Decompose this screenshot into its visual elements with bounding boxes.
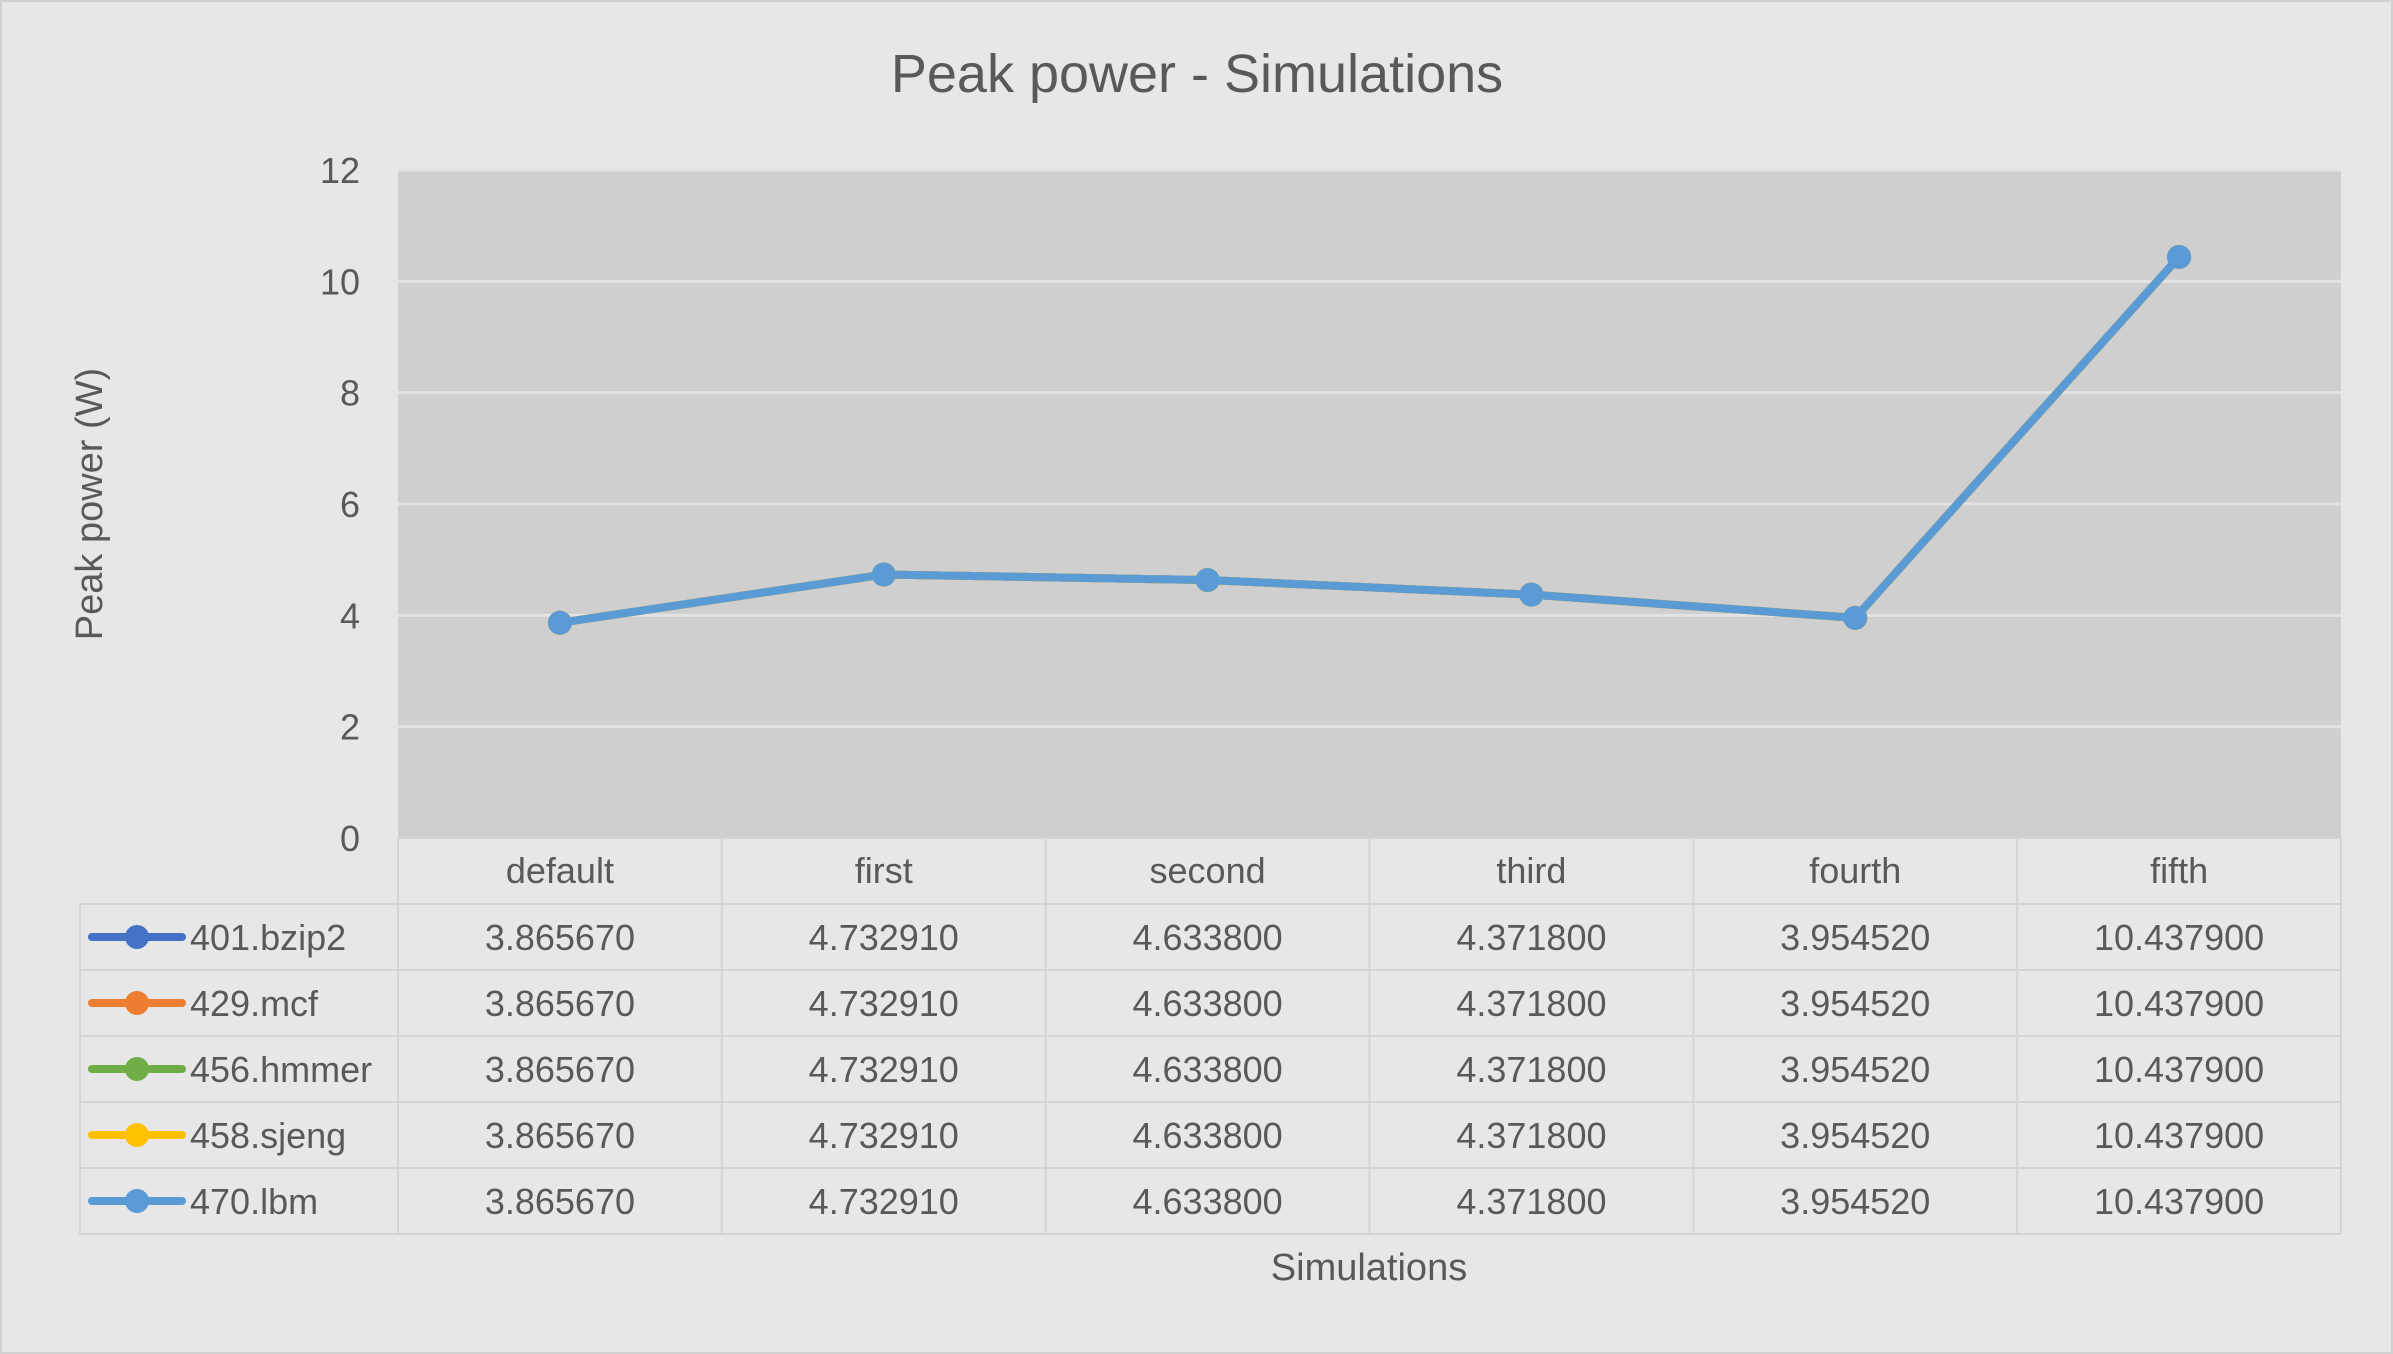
legend-swatch-marker [125, 925, 149, 949]
y-tick-label: 8 [340, 373, 360, 414]
data-point [1519, 582, 1544, 607]
data-table-cell: 4.633800 [1133, 1181, 1283, 1222]
x-tick-label: fifth [2150, 850, 2208, 891]
y-tick-label: 2 [340, 707, 360, 748]
data-table-cell: 10.437900 [2094, 917, 2264, 958]
x-tick-label: first [855, 850, 913, 891]
data-table-cell: 10.437900 [2094, 1181, 2264, 1222]
data-table: default first second third fourth fifth 401.bz… [79, 837, 2342, 1235]
data-table-cell: 10.437900 [2094, 983, 2264, 1024]
data-table-cell: 10.437900 [2094, 1115, 2264, 1156]
data-table-cell: 4.371800 [1456, 983, 1606, 1024]
legend-entry: 401.bzip2 [190, 917, 346, 958]
data-table-cell: 3.954520 [1780, 983, 1930, 1024]
x-tick-label: third [1496, 850, 1566, 891]
data-point [2167, 244, 2192, 269]
legend-entry: 429.mcf [190, 983, 319, 1024]
y-tick-label: 12 [320, 150, 360, 191]
chart-title: Peak power - Simulations [891, 44, 1503, 104]
data-table-cell: 4.633800 [1133, 1115, 1283, 1156]
legend-entry: 458.sjeng [190, 1115, 346, 1156]
data-table-cell: 4.732910 [809, 917, 959, 958]
data-table-cell: 4.371800 [1456, 1181, 1606, 1222]
y-axis-ticks: 0 2 4 6 8 10 12 [320, 150, 360, 859]
x-tick-label: default [506, 850, 614, 891]
x-tick-label: second [1150, 850, 1266, 891]
data-point [1843, 605, 1868, 630]
data-table-cell: 3.865670 [485, 1115, 635, 1156]
data-point [1195, 568, 1220, 593]
data-point [547, 610, 572, 635]
data-table-cell: 3.865670 [485, 1049, 635, 1090]
data-table-cell: 3.954520 [1780, 1049, 1930, 1090]
y-tick-label: 6 [340, 484, 360, 525]
legend-swatch-marker [125, 1189, 149, 1213]
x-tick-label: fourth [1809, 850, 1901, 891]
data-table-cell: 4.732910 [809, 1181, 959, 1222]
x-axis-label: Simulations [1271, 1247, 1467, 1289]
series-line [555, 252, 2184, 627]
data-point [871, 562, 896, 587]
data-table-cell: 4.633800 [1133, 1049, 1283, 1090]
legend-entry: 470.lbm [190, 1181, 318, 1222]
data-table-cell: 10.437900 [2094, 1049, 2264, 1090]
data-table-cell: 4.732910 [809, 1115, 959, 1156]
legend-swatch-marker [125, 991, 149, 1015]
data-table-cell: 3.954520 [1780, 1115, 1930, 1156]
data-table-cell: 3.865670 [485, 917, 635, 958]
legend-entry: 456.hmmer [190, 1049, 372, 1090]
data-table-cell: 4.633800 [1133, 983, 1283, 1024]
series-layer [547, 244, 2192, 635]
y-tick-label: 0 [340, 818, 360, 859]
data-table-cell: 4.732910 [809, 983, 959, 1024]
data-table-cell: 3.865670 [485, 1181, 635, 1222]
data-table-cell: 4.633800 [1133, 917, 1283, 958]
data-table-cell: 4.371800 [1456, 1115, 1606, 1156]
data-table-cell: 4.732910 [809, 1049, 959, 1090]
data-table-cell: 4.371800 [1456, 1049, 1606, 1090]
data-table-cell: 3.954520 [1780, 917, 1930, 958]
legend-swatch-marker [125, 1057, 149, 1081]
data-table-cell: 3.954520 [1780, 1181, 1930, 1222]
y-tick-label: 10 [320, 261, 360, 302]
y-tick-label: 4 [340, 595, 360, 636]
gridlines [398, 168, 2341, 729]
data-table-cell: 4.371800 [1456, 917, 1606, 958]
legend-swatch-marker [125, 1123, 149, 1147]
data-table-cell: 3.865670 [485, 983, 635, 1024]
y-axis-label: Peak power (W) [69, 368, 111, 640]
